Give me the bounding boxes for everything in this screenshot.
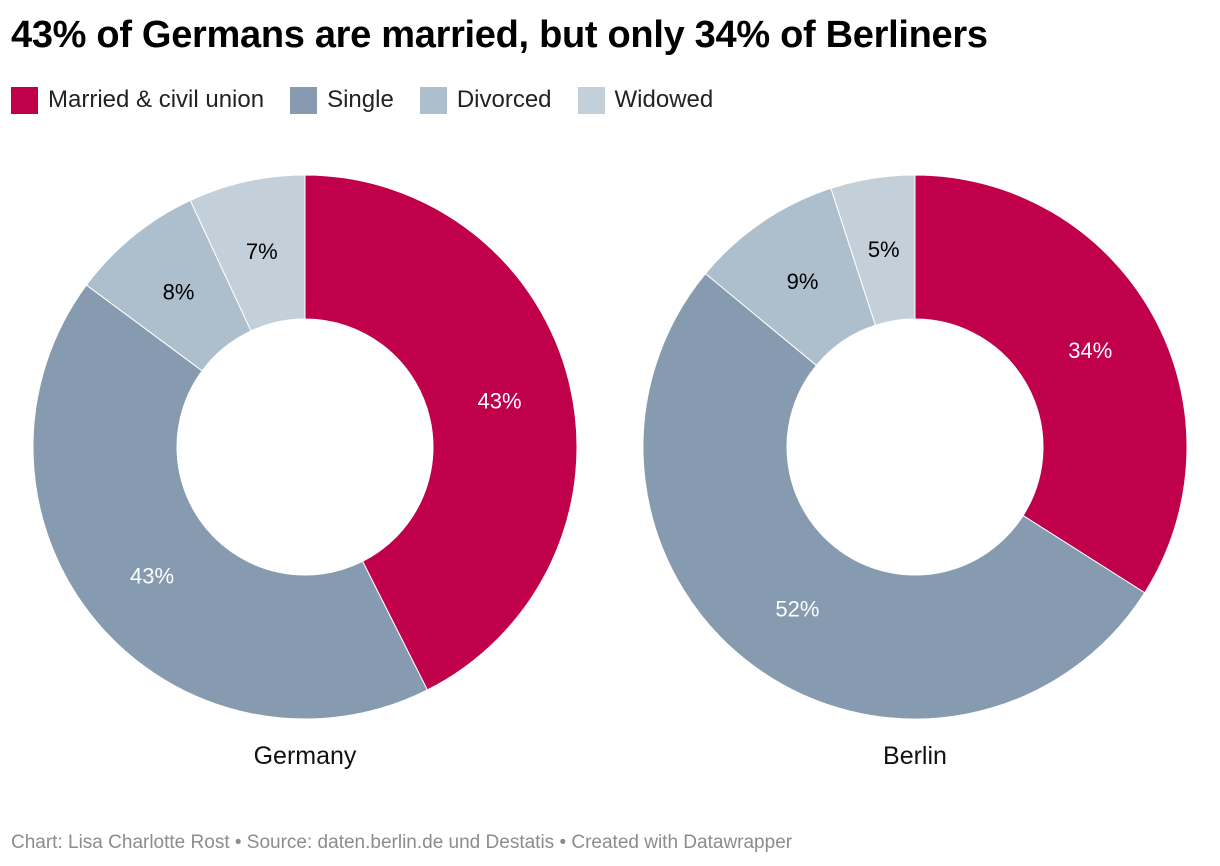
chart-label-berlin: Berlin bbox=[883, 742, 947, 770]
chart-label-germany: Germany bbox=[254, 742, 357, 770]
donut-germany: 43% 43% 8% 7% Germany bbox=[32, 174, 578, 770]
slice-germany-widowed bbox=[189, 174, 306, 332]
slice-berlin-married-civil-union bbox=[914, 174, 1188, 594]
slice-label-berlin-married-civil-union: 34% bbox=[1068, 338, 1112, 363]
slice-berlin-single bbox=[642, 272, 1146, 720]
legend-swatch-married bbox=[11, 86, 38, 114]
legend-swatch-single bbox=[290, 86, 318, 114]
slice-label-germany-widowed: 7% bbox=[246, 239, 278, 264]
legend-label-widowed: Widowed bbox=[614, 86, 714, 113]
slice-label-germany-married-civil-union: 43% bbox=[478, 388, 522, 413]
legend-item-single: Single bbox=[290, 86, 394, 114]
legend-item-widowed: Widowed bbox=[577, 86, 714, 114]
legend-swatch-divorced bbox=[419, 86, 447, 114]
footer-credits: Chart: Lisa Charlotte Rost • Source: dat… bbox=[11, 832, 793, 853]
chart-title: 43% of Germans are married, but only 34%… bbox=[11, 14, 988, 56]
legend-label-married: Married & civil union bbox=[48, 86, 265, 113]
donut-berlin: 34% 52% 9% 5% Berlin bbox=[642, 174, 1188, 770]
slice-label-berlin-widowed: 5% bbox=[868, 237, 900, 262]
legend-item-married: Married & civil union bbox=[11, 86, 264, 114]
slice-germany-single bbox=[32, 284, 429, 720]
slice-germany-married-civil-union bbox=[304, 174, 578, 691]
legend-swatch-widowed bbox=[577, 86, 605, 114]
slice-label-germany-single: 43% bbox=[130, 563, 174, 588]
slice-berlin-widowed bbox=[830, 174, 916, 326]
legend-label-single: Single bbox=[327, 86, 394, 113]
legend: Married & civil union Single Divorced Wi… bbox=[11, 86, 739, 114]
legend-item-divorced: Divorced bbox=[419, 86, 552, 114]
slice-label-berlin-divorced: 9% bbox=[787, 269, 819, 294]
slice-label-germany-divorced: 8% bbox=[163, 280, 195, 305]
slice-label-berlin-single: 52% bbox=[775, 596, 819, 621]
legend-label-divorced: Divorced bbox=[456, 86, 552, 113]
